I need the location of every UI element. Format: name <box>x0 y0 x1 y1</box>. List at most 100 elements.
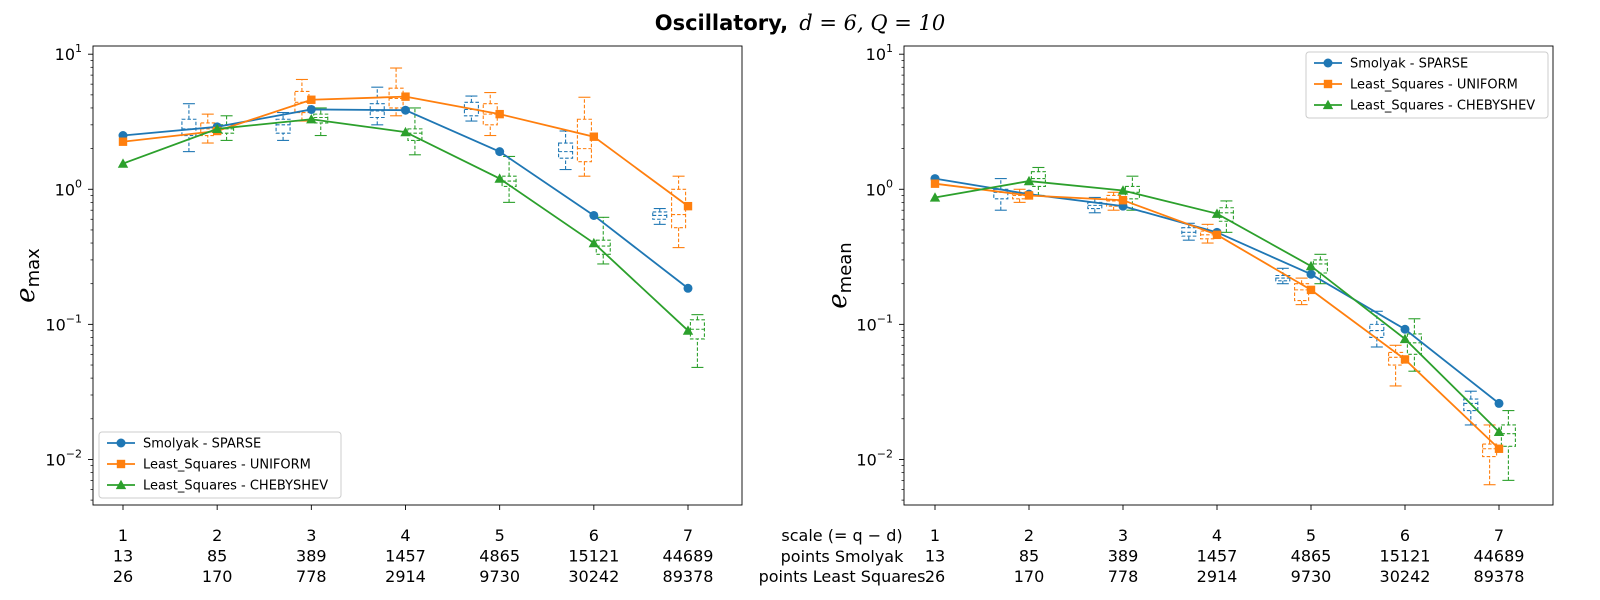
data-point-smolyak <box>307 105 316 114</box>
y-tick-base: 10 <box>55 180 75 199</box>
y-tick-base: 10 <box>45 315 65 334</box>
x-tick-label-scale: 2 <box>1024 526 1034 545</box>
data-point-smolyak <box>684 284 693 293</box>
y-tick-exponent: −2 <box>66 447 82 460</box>
data-point-uniform <box>1213 231 1221 239</box>
data-point-uniform <box>1307 286 1315 294</box>
legend: Smolyak - SPARSE Least_Squares - UNIFORM L… <box>1306 52 1548 118</box>
box-plot <box>276 113 290 141</box>
x-tick-label-points-ls: 170 <box>202 567 233 586</box>
box-plot <box>389 68 403 116</box>
box-plot <box>182 104 196 152</box>
legend-marker <box>1324 80 1332 88</box>
y-axis-label: emax <box>11 248 44 303</box>
x-tick-label-points-smolyak: 4865 <box>479 547 520 566</box>
data-point-chebyshev <box>494 173 504 182</box>
series-line-chebyshev <box>935 181 1499 432</box>
x-tick-label-points-smolyak: 13 <box>925 547 945 566</box>
x-tick-label-scale: 4 <box>400 526 410 545</box>
x-tick-label-points-smolyak: 389 <box>1108 547 1139 566</box>
y-axis-label-sub: mean <box>835 242 856 293</box>
data-point-uniform <box>119 138 127 146</box>
y-tick-base: 10 <box>55 45 75 64</box>
x-tick-label-points-smolyak: 15121 <box>1380 547 1431 566</box>
y-tick-exponent: −1 <box>66 312 82 325</box>
box-plot <box>1501 411 1515 481</box>
x-tick-label-points-smolyak: 4865 <box>1291 547 1332 566</box>
row-label-points-least-squares: points Least Squares <box>759 567 926 586</box>
box-plot <box>502 156 516 202</box>
data-point-chebyshev <box>1306 261 1316 270</box>
x-tick-label-scale: 1 <box>118 526 128 545</box>
box-plot <box>577 97 591 176</box>
box-plot <box>295 79 309 121</box>
legend-entry-chebyshev: Least_Squares - CHEBYSHEV <box>143 479 328 494</box>
x-tick-label-points-smolyak: 389 <box>296 547 327 566</box>
x-tick-label-points-smolyak: 13 <box>113 547 133 566</box>
legend-entry-smolyak: Smolyak - SPARSE <box>143 437 261 452</box>
series-line-uniform <box>935 184 1499 449</box>
row-label-points-smolyak: points Smolyak <box>781 547 904 566</box>
x-tick-label-points-ls: 89378 <box>1474 567 1525 586</box>
x-tick-label-scale: 6 <box>1400 526 1410 545</box>
legend-entry-chebyshev: Least_Squares - CHEBYSHEV <box>1350 99 1535 114</box>
chart-panel-mean-error: 10−210−1100101emean113262851703389778414… <box>823 42 1553 586</box>
figure-title-math: d = 6, Q = 10 <box>799 11 945 35</box>
legend-marker <box>117 439 126 448</box>
x-tick-label-points-smolyak: 44689 <box>663 547 714 566</box>
y-tick-base: 10 <box>866 45 886 64</box>
legend-marker <box>1324 59 1333 68</box>
data-point-uniform <box>1495 445 1503 453</box>
box-plot <box>559 131 573 170</box>
plot-area <box>0 68 704 367</box>
figure-title: Oscillatory, d = 6, Q = 10 <box>655 11 946 35</box>
legend-entry-uniform: Least_Squares - UNIFORM <box>143 458 311 473</box>
x-tick-label-scale: 6 <box>589 526 599 545</box>
x-tick-label-scale: 5 <box>495 526 505 545</box>
y-tick-exponent: −1 <box>877 312 893 325</box>
y-tick-label: 10−1 <box>856 312 893 334</box>
y-tick-label: 100 <box>55 177 82 199</box>
x-tick-label-points-smolyak: 15121 <box>568 547 619 566</box>
x-tick-label-points-ls: 170 <box>1014 567 1045 586</box>
x-tick-label-scale: 4 <box>1212 526 1222 545</box>
box-plot <box>672 176 686 247</box>
x-axis-row-labels: scale (= q − d) points Smolyak points Le… <box>759 526 926 586</box>
row-label-scale: scale (= q − d) <box>781 526 902 545</box>
plot-area <box>930 167 1516 484</box>
y-tick-label: 100 <box>866 177 893 199</box>
x-tick-label-scale: 2 <box>212 526 222 545</box>
y-tick-base: 10 <box>856 450 876 469</box>
x-tick-label-points-ls: 30242 <box>568 567 619 586</box>
data-point-uniform <box>931 179 939 187</box>
y-tick-exponent: 1 <box>886 42 893 55</box>
data-point-chebyshev <box>589 238 599 247</box>
x-tick-label-points-ls: 778 <box>1108 567 1139 586</box>
x-tick-label-points-smolyak: 1457 <box>385 547 426 566</box>
y-tick-exponent: 0 <box>75 177 82 190</box>
data-point-smolyak <box>589 211 598 220</box>
box-plot <box>690 315 704 368</box>
x-tick-label-scale: 7 <box>683 526 693 545</box>
box-plot <box>994 179 1008 211</box>
data-point-smolyak <box>1401 325 1410 334</box>
legend-marker <box>117 460 125 468</box>
chart-panel-max-error: 10−210−1100101emax1132628517033897784145… <box>0 42 742 586</box>
x-tick-label-points-smolyak: 1457 <box>1197 547 1238 566</box>
x-tick-label-points-ls: 26 <box>925 567 945 586</box>
data-point-uniform <box>590 133 598 141</box>
y-tick-exponent: 1 <box>75 42 82 55</box>
y-axis-label-sub: max <box>23 248 44 288</box>
x-tick-label-points-ls: 778 <box>296 567 327 586</box>
x-tick-label-scale: 7 <box>1494 526 1504 545</box>
y-tick-exponent: 0 <box>886 177 893 190</box>
x-tick-label-scale: 3 <box>306 526 316 545</box>
x-tick-label-points-ls: 89378 <box>663 567 714 586</box>
y-tick-base: 10 <box>856 315 876 334</box>
data-point-uniform <box>1119 196 1127 204</box>
y-axis-label-main: e <box>823 293 853 308</box>
x-tick-label-points-ls: 30242 <box>1380 567 1431 586</box>
box-plot <box>1107 192 1121 210</box>
x-tick-label-scale: 3 <box>1118 526 1128 545</box>
